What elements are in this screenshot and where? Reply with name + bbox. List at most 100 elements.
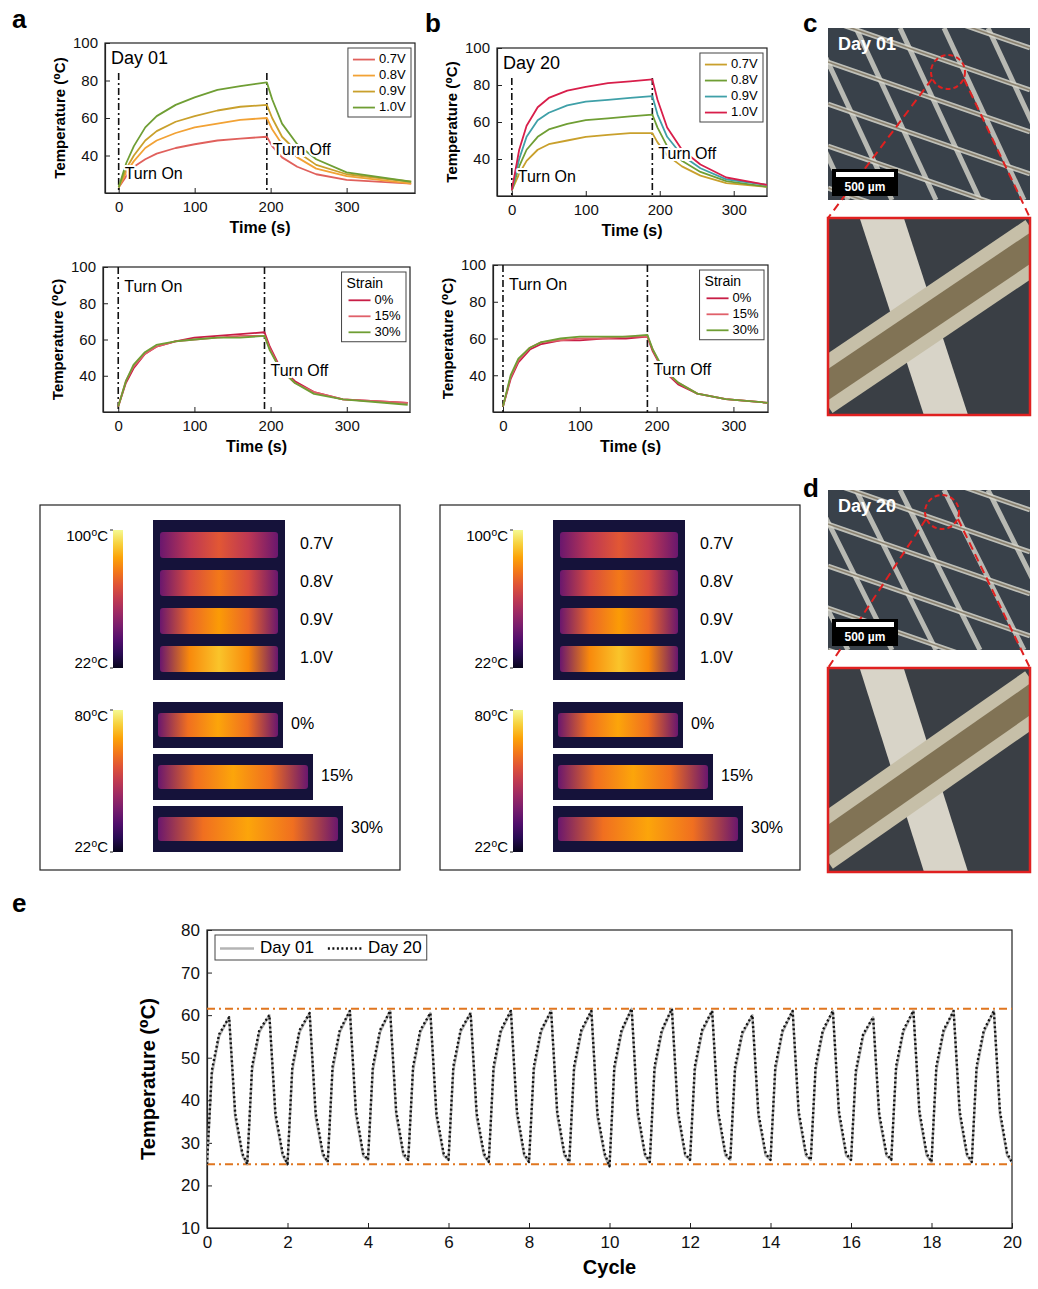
- thermal-frame: [440, 505, 800, 870]
- zoom-connector: [964, 79, 1030, 218]
- zoom-connector: [828, 519, 926, 668]
- thermal-frame: [40, 505, 400, 870]
- tick-mark: [207, 1228, 212, 1229]
- tick-mark: [586, 191, 587, 196]
- thermal-strip: [560, 570, 678, 596]
- legend-swatch: [328, 947, 362, 949]
- series-line: [207, 1009, 1012, 1167]
- tick-mark: [195, 188, 196, 193]
- tick-label: 40: [473, 150, 490, 167]
- tick-label: 60: [473, 113, 490, 130]
- tick-mark: [105, 43, 110, 44]
- tick: 100: [465, 39, 502, 56]
- tick-label: 2: [283, 1233, 292, 1252]
- tick-label: 100: [182, 417, 207, 434]
- micrograph-panel: Day 01500 µm: [636, 0, 1038, 425]
- mesh-fiber: [828, 524, 1030, 594]
- colorbar-label: 80⁰C: [74, 707, 108, 724]
- axis-y: 406080100: [73, 34, 110, 193]
- tick-mark: [529, 1223, 530, 1228]
- x-axis-title: Time (s): [601, 222, 662, 239]
- thermal-panel: 100⁰C22⁰C0.7V0.8V0.9V1.0V80⁰C22⁰C0%15%30…: [40, 505, 400, 870]
- thermal-image: [153, 754, 313, 800]
- tick: 50: [181, 1049, 212, 1068]
- tick-label: 30: [181, 1134, 200, 1153]
- axis-y: 406080100: [465, 39, 502, 196]
- annotation-text: Turn Off: [653, 361, 711, 378]
- tick: 300: [722, 191, 747, 218]
- tick: 80: [79, 295, 108, 312]
- chart-title: Day 20: [503, 53, 560, 73]
- tick-label: 100: [183, 198, 208, 215]
- mesh-fiber-core: [828, 524, 1030, 594]
- tick-label: 70: [181, 964, 200, 983]
- scale-bar: [836, 172, 894, 177]
- annotation-line: [511, 78, 513, 196]
- legend-label: 0.8V: [731, 72, 758, 87]
- thermal-strip: [158, 817, 338, 841]
- tick-mark: [207, 973, 212, 974]
- tick-label: 10: [181, 1219, 200, 1238]
- thermal-strip: [558, 765, 708, 789]
- thermal-strip: [160, 608, 278, 634]
- micrograph-panel: Day 20500 µm: [636, 356, 1038, 882]
- thermal-label: 1.0V: [700, 649, 733, 666]
- legend-title: Strain: [347, 275, 384, 291]
- chart: 0100200300406080100Turn OnTurn OffTime (…: [439, 256, 769, 455]
- thermal-image: [153, 806, 343, 852]
- reference-line: [207, 1008, 1012, 1010]
- tick-label: 100: [574, 201, 599, 218]
- thermal-strip: [158, 765, 308, 789]
- annotation-line: [502, 265, 504, 412]
- tick-mark: [347, 188, 348, 193]
- tick: 40: [473, 150, 502, 167]
- legend-swatch: [707, 313, 729, 315]
- tick-mark: [207, 1058, 212, 1059]
- thermal-strip: [558, 817, 738, 841]
- thermal-image: [553, 520, 685, 680]
- tick-label: 40: [181, 1091, 200, 1110]
- legend-label: 0.9V: [731, 88, 758, 103]
- tick-label: 300: [721, 417, 746, 434]
- axis-y: 1020304050607080: [181, 921, 212, 1238]
- micrograph-zoom: [828, 668, 1030, 872]
- axis-x: 0100200300: [106, 188, 416, 215]
- x-axis-title: Time (s): [229, 219, 290, 236]
- tick-mark: [105, 118, 110, 119]
- scale-bar-label: 500 µm: [845, 180, 886, 194]
- colorbar: [113, 710, 123, 852]
- series-line: [503, 337, 768, 407]
- thermal-label: 0.8V: [700, 573, 733, 590]
- tick-mark: [105, 156, 110, 157]
- legend-swatch: [349, 331, 371, 333]
- tick: 60: [469, 330, 498, 347]
- legend-label: 0.7V: [731, 56, 758, 71]
- axis-y: 406080100: [461, 256, 498, 412]
- annotation-text: Turn Off: [658, 145, 716, 162]
- tick-label: 60: [81, 109, 98, 126]
- annotation-line: [117, 267, 119, 412]
- tick-mark: [657, 407, 658, 412]
- zoom-fiber-core: [828, 692, 1030, 847]
- colorbar-tick: [510, 710, 513, 711]
- chart: 0100200300406080100Day 01Turn OnTurn Off…: [51, 34, 416, 236]
- legend-swatch: [353, 59, 375, 61]
- zoom-marker: [931, 55, 965, 89]
- legend-swatch: [220, 947, 254, 949]
- legend-label: 15%: [733, 306, 759, 321]
- thermal-image: [153, 702, 283, 748]
- axis-line: [106, 193, 416, 194]
- legend-swatch: [353, 91, 375, 93]
- tick-label: 80: [469, 293, 486, 310]
- micrograph: [828, 28, 1030, 200]
- legend-label: 15%: [375, 308, 401, 323]
- tick: 10: [181, 1219, 212, 1238]
- tick: 100: [568, 407, 593, 434]
- chart-title: Day 01: [111, 48, 168, 68]
- tick-mark: [103, 303, 108, 304]
- x-axis-title: Time (s): [600, 438, 661, 455]
- annotation-text: Turn On: [518, 168, 576, 185]
- axis-x: 0100200300: [104, 407, 411, 434]
- tick-mark: [271, 188, 272, 193]
- tick-label: 20: [181, 1176, 200, 1195]
